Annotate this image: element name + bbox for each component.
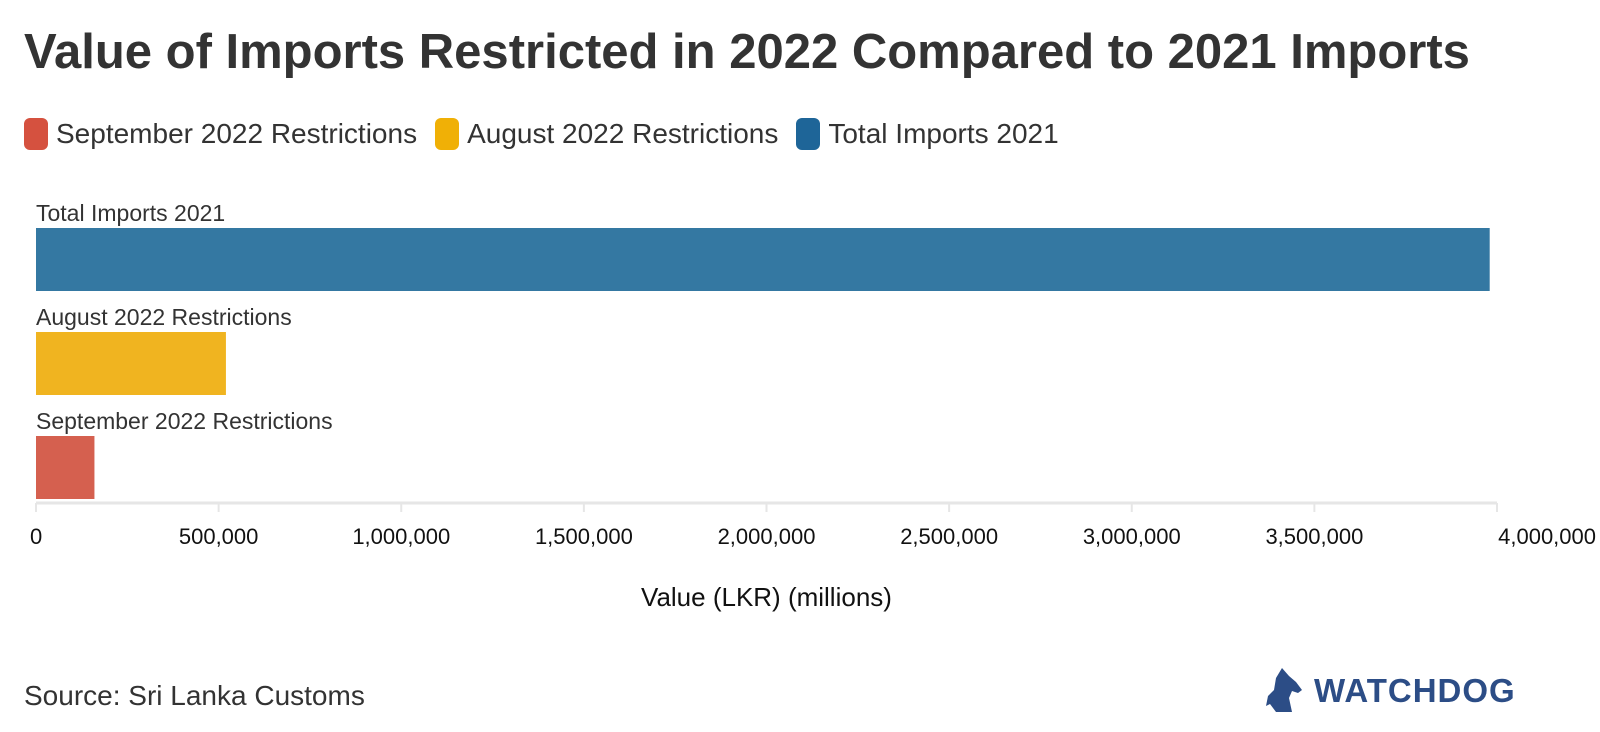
bar-2[interactable] xyxy=(36,436,95,499)
x-tick-label: 1,500,000 xyxy=(535,524,633,549)
x-tick-label: 3,500,000 xyxy=(1265,524,1363,549)
logo-text: WATCHDOG xyxy=(1314,672,1516,709)
legend-label-total: Total Imports 2021 xyxy=(828,118,1059,149)
source-note: Source: Sri Lanka Customs xyxy=(24,680,365,711)
category-label: August 2022 Restrictions xyxy=(36,304,292,330)
legend-swatch-august xyxy=(435,118,460,150)
x-tick-label: 2,000,000 xyxy=(718,524,816,549)
bars-group: Total Imports 2021 August 2022 Restrictio… xyxy=(36,200,1490,499)
x-tick-label: 0 xyxy=(30,524,42,549)
legend-swatch-september xyxy=(24,118,48,150)
x-tick-label: 500,000 xyxy=(179,524,259,549)
watchdog-logo: WATCHDOG xyxy=(1262,666,1516,716)
bar-chart: Total Imports 2021 August 2022 Restrictio… xyxy=(30,200,1596,612)
x-tick-label: 2,500,000 xyxy=(900,524,998,549)
legend-item-august[interactable]: August 2022 Restrictions xyxy=(435,118,778,150)
x-axis-ticks: 0 500,000 1,000,000 1,500,000 2,000,000 2,500… xyxy=(30,503,1596,549)
category-label: Total Imports 2021 xyxy=(36,200,225,226)
legend-item-total[interactable]: Total Imports 2021 xyxy=(796,118,1059,150)
bar-1[interactable] xyxy=(36,332,226,395)
x-tick-label: 3,000,000 xyxy=(1083,524,1181,549)
legend: September 2022 Restrictions August 2022 … xyxy=(24,118,1077,150)
x-axis-label: Value (LKR) (millions) xyxy=(641,582,892,612)
legend-item-september[interactable]: September 2022 Restrictions xyxy=(24,118,417,150)
dog-head-icon xyxy=(1266,668,1302,712)
legend-swatch-total xyxy=(796,118,821,150)
category-label: September 2022 Restrictions xyxy=(36,408,333,434)
bar-0[interactable] xyxy=(36,228,1490,291)
x-tick-label: 4,000,000 xyxy=(1498,524,1596,549)
x-tick-label: 1,000,000 xyxy=(352,524,450,549)
legend-label-august: August 2022 Restrictions xyxy=(467,118,779,149)
chart-title: Value of Imports Restricted in 2022 Comp… xyxy=(24,25,1470,79)
legend-label-september: September 2022 Restrictions xyxy=(56,118,418,149)
